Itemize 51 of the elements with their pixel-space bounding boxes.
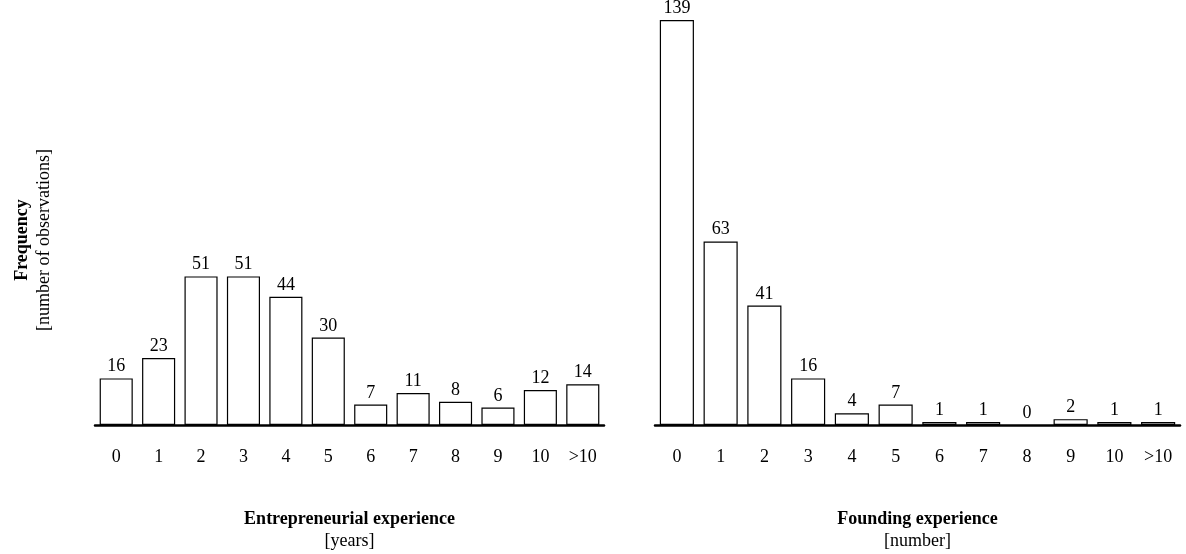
x-tick-label: 1 (154, 446, 164, 466)
data-label: 0 (1022, 402, 1032, 422)
data-label: 7 (366, 381, 376, 402)
data-label: 41 (755, 282, 774, 303)
data-label: 30 (319, 314, 338, 335)
x-tick-label: 0 (111, 446, 121, 466)
data-label: 1 (1109, 399, 1119, 420)
data-label: 12 (531, 367, 550, 388)
x-tick-label: 1 (716, 446, 726, 466)
data-label: 16 (799, 355, 818, 376)
x-tick-label: >10 (1144, 446, 1173, 466)
x-tick-label: 5 (891, 446, 901, 466)
x-tick-label: 6 (366, 446, 376, 466)
x-tick-label: 7 (978, 446, 988, 466)
x-tick-label: 4 (281, 446, 291, 466)
data-label: 44 (276, 273, 295, 294)
x-tick-label: 0 (672, 446, 682, 466)
data-label: 1 (978, 399, 988, 420)
data-label: 11 (404, 369, 422, 390)
data-label: 8 (451, 378, 461, 399)
x-tick-label: 9 (1066, 446, 1076, 466)
data-label: 7 (891, 381, 901, 402)
x-axis-title: Entrepreneurial experience [years] (244, 508, 455, 550)
x-tick-label: 2 (759, 446, 769, 466)
data-label: 16 (107, 355, 126, 376)
x-tick-label: 7 (408, 446, 418, 466)
data-label: 4 (847, 390, 857, 411)
x-tick-label: 10 (531, 446, 550, 466)
x-tick-label: 9 (493, 446, 503, 466)
data-label: 1 (1153, 399, 1163, 420)
data-label: 63 (711, 218, 730, 239)
data-label: 1 (934, 399, 944, 420)
x-tick-label: 8 (451, 446, 461, 466)
x-tick-label: 2 (196, 446, 206, 466)
x-tick-label: 10 (1105, 446, 1124, 466)
data-label: 51 (234, 253, 253, 274)
data-label: 14 (573, 361, 592, 382)
data-label: 51 (192, 253, 211, 274)
x-tick-label: 8 (1022, 446, 1032, 466)
x-tick-label: 3 (803, 446, 813, 466)
y-axis-title: Frequency [number of observations] (11, 149, 53, 331)
x-axis-title: Founding experience [number] (837, 508, 998, 550)
x-tick-label: 3 (238, 446, 248, 466)
x-tick-label: 5 (323, 446, 333, 466)
data-label: 23 (149, 334, 168, 355)
data-label: 139 (663, 0, 691, 17)
data-label: 2 (1066, 396, 1076, 417)
x-tick-label: >10 (568, 446, 597, 466)
x-tick-label: 6 (934, 446, 944, 466)
data-label: 6 (493, 384, 503, 405)
x-tick-label: 4 (847, 446, 857, 466)
